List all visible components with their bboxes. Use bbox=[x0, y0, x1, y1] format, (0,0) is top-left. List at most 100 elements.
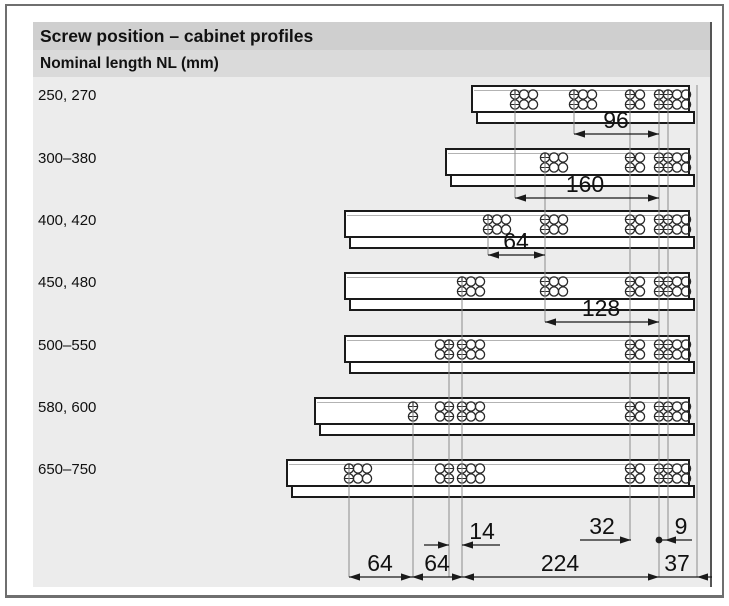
dimension-label: 160 bbox=[566, 171, 604, 197]
screw-hole bbox=[634, 214, 646, 225]
page-title: Screw position – cabinet profiles bbox=[40, 25, 314, 46]
row-label: 500–550 bbox=[38, 337, 96, 354]
dimension-arrowhead bbox=[463, 573, 474, 581]
dimension-arrowhead bbox=[648, 130, 659, 138]
dimension: 64 bbox=[488, 228, 545, 259]
profile-lip bbox=[349, 298, 695, 311]
screw-hole bbox=[634, 276, 646, 287]
profile-row: 580, 600 bbox=[38, 397, 695, 436]
screw-hole bbox=[361, 473, 373, 484]
screw-hole bbox=[474, 401, 486, 412]
dimension-label: 96 bbox=[603, 107, 629, 133]
screw-hole bbox=[680, 224, 692, 235]
dimension: 224 bbox=[463, 550, 659, 581]
dimension: 64 bbox=[349, 550, 412, 581]
dimension-arrowhead bbox=[648, 573, 659, 581]
dimension-arrowhead bbox=[665, 536, 676, 544]
screw-hole bbox=[557, 214, 569, 225]
screw-hole bbox=[527, 99, 539, 110]
dimension-label: 14 bbox=[469, 518, 495, 544]
dimension-arrowhead bbox=[574, 130, 585, 138]
dimension-label: 37 bbox=[664, 550, 690, 576]
row-label: 450, 480 bbox=[38, 274, 96, 291]
screw-hole bbox=[474, 349, 486, 360]
screw-hole bbox=[527, 89, 539, 100]
title-bar: Screw position – cabinet profiles bbox=[33, 22, 710, 50]
dimension-label: 32 bbox=[589, 513, 615, 539]
screw-hole bbox=[680, 89, 692, 100]
dimension: 96 bbox=[574, 107, 659, 138]
screw-hole bbox=[634, 224, 646, 235]
screw-hole bbox=[634, 349, 646, 360]
screw-hole bbox=[634, 463, 646, 474]
subtitle-label: Nominal length NL (mm) bbox=[40, 54, 219, 72]
dimension-label: 9 bbox=[675, 513, 688, 539]
screw-hole bbox=[634, 339, 646, 350]
screw-hole bbox=[680, 162, 692, 173]
dimension-arrowhead bbox=[534, 251, 545, 259]
profile-row: 400, 420 bbox=[38, 210, 695, 249]
screw-hole bbox=[474, 473, 486, 484]
screw-hole bbox=[586, 89, 598, 100]
screw-hole bbox=[634, 473, 646, 484]
screw-hole bbox=[680, 99, 692, 110]
dimension-label: 128 bbox=[582, 295, 620, 321]
row-label: 300–380 bbox=[38, 150, 96, 167]
dimension-arrowhead bbox=[412, 573, 423, 581]
screw-hole bbox=[557, 224, 569, 235]
screw-hole bbox=[586, 99, 598, 110]
dimension-arrowhead bbox=[462, 541, 473, 549]
row-label: 250, 270 bbox=[38, 87, 96, 104]
dimension-label: 64 bbox=[367, 550, 393, 576]
row-label: 580, 600 bbox=[38, 399, 96, 416]
profile-lip bbox=[319, 423, 695, 436]
dimension-arrowhead bbox=[438, 541, 449, 549]
dimension: 64 bbox=[412, 550, 463, 581]
screw-hole bbox=[361, 463, 373, 474]
dimension-arrowhead bbox=[648, 318, 659, 326]
dimension: 160 bbox=[515, 171, 659, 202]
dimension-arrowhead bbox=[697, 573, 708, 581]
profile-row: 450, 480 bbox=[38, 272, 695, 311]
profile-row: 500–550 bbox=[38, 335, 695, 374]
dimension-label: 224 bbox=[541, 550, 580, 576]
screw-hole bbox=[557, 162, 569, 173]
dimension-arrowhead bbox=[515, 194, 526, 202]
screw-hole bbox=[500, 214, 512, 225]
dimension-dot bbox=[655, 536, 663, 544]
dimension: 128 bbox=[545, 295, 659, 326]
row-label: 650–750 bbox=[38, 461, 96, 478]
screw-hole bbox=[680, 473, 692, 484]
dimension-arrowhead bbox=[648, 194, 659, 202]
screw-hole bbox=[680, 214, 692, 225]
profile-lip bbox=[291, 485, 695, 498]
screw-hole bbox=[557, 286, 569, 297]
subtitle-bar: Nominal length NL (mm) bbox=[33, 50, 710, 77]
screw-hole bbox=[680, 286, 692, 297]
dimension-arrowhead bbox=[452, 573, 463, 581]
dimension-label: 64 bbox=[503, 228, 529, 254]
screw-hole bbox=[557, 276, 569, 287]
screw-hole bbox=[680, 349, 692, 360]
dimension-arrowhead bbox=[545, 318, 556, 326]
screw-hole bbox=[680, 276, 692, 287]
profile-row: 300–380 bbox=[38, 148, 695, 187]
screw-hole bbox=[474, 463, 486, 474]
dimension-arrowhead bbox=[488, 251, 499, 259]
row-label: 400, 420 bbox=[38, 212, 96, 229]
screw-hole bbox=[680, 463, 692, 474]
screw-hole bbox=[634, 99, 646, 110]
dimension-arrowhead bbox=[620, 536, 631, 544]
screw-hole bbox=[500, 224, 512, 235]
screw-hole bbox=[474, 411, 486, 422]
screw-hole bbox=[680, 411, 692, 422]
profile-lip bbox=[450, 174, 695, 187]
screw-hole bbox=[634, 89, 646, 100]
profile-row: 250, 270 bbox=[38, 85, 695, 124]
profile-lip bbox=[476, 111, 695, 124]
profile-lip bbox=[349, 361, 695, 374]
profile-row: 650–750 bbox=[38, 459, 695, 498]
screw-hole bbox=[634, 152, 646, 163]
